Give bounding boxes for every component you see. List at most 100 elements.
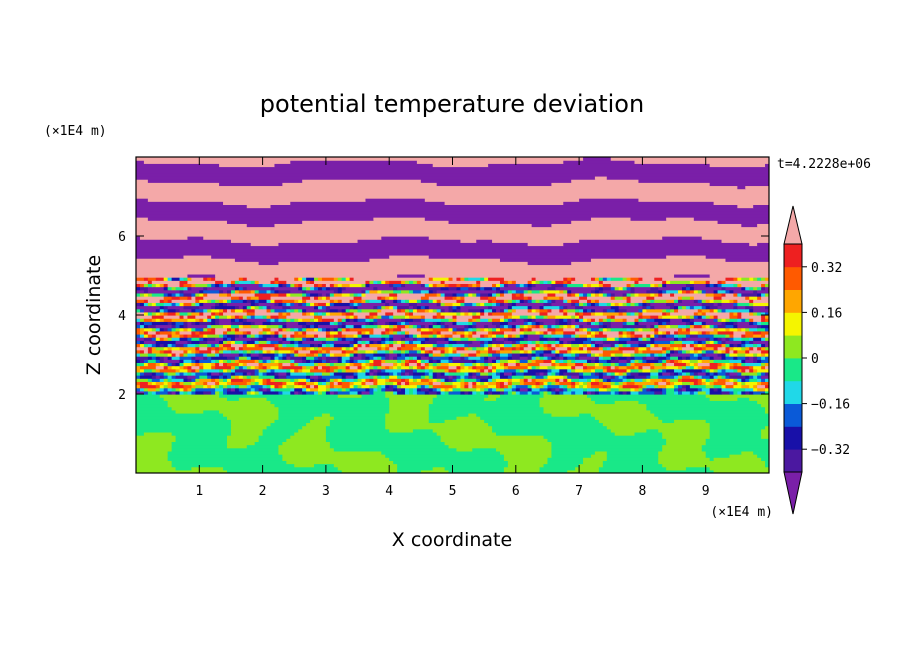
contour-cell	[594, 365, 604, 370]
contour-cell	[191, 337, 200, 341]
contour-cell	[136, 258, 236, 262]
contour-cell	[488, 356, 497, 360]
contour-cell	[725, 308, 750, 313]
contour-cell	[496, 289, 501, 294]
contour-cell	[357, 340, 363, 345]
contour-cell	[302, 318, 311, 322]
contour-cell	[226, 289, 232, 294]
contour-cell	[602, 362, 612, 367]
contour-cell	[270, 368, 276, 373]
contour-cell	[183, 286, 189, 291]
contour-cell	[187, 371, 192, 376]
contour-cell	[602, 292, 608, 297]
contour-cell	[270, 299, 276, 303]
contour-cell	[733, 321, 738, 326]
contour-cell	[765, 333, 769, 338]
contour-cell	[444, 292, 454, 297]
contour-cell	[678, 315, 683, 319]
contour-cell	[555, 330, 564, 335]
contour-cell	[472, 315, 481, 319]
contour-cell	[559, 359, 564, 363]
contour-cell	[507, 289, 513, 294]
contour-cell	[492, 292, 497, 297]
contour-cell	[761, 356, 766, 360]
contour-cell	[452, 375, 458, 379]
contour-cell	[199, 346, 208, 351]
contour-cell	[286, 280, 307, 284]
contour-cell	[547, 296, 560, 300]
colorbar-swatch	[784, 449, 802, 473]
contour-cell	[630, 333, 636, 338]
contour-cell	[638, 337, 643, 341]
contour-cell	[705, 450, 742, 455]
contour-cell	[456, 292, 465, 297]
contour-cell	[266, 397, 390, 401]
contour-cell	[476, 362, 481, 367]
contour-cell	[484, 346, 489, 351]
contour-cell	[420, 375, 426, 379]
contour-cell	[496, 343, 501, 348]
contour-cell	[136, 157, 584, 161]
contour-cell	[519, 333, 525, 338]
contour-cell	[571, 299, 580, 303]
contour-cell	[737, 352, 746, 357]
contour-cell	[583, 343, 588, 348]
contour-cell	[476, 365, 485, 370]
contour-cell	[341, 349, 347, 354]
contour-cell	[385, 375, 390, 379]
contour-cell	[674, 330, 679, 335]
contour-cell	[397, 346, 402, 351]
contour-cell	[685, 466, 711, 471]
contour-cell	[365, 352, 374, 357]
contour-cell	[254, 390, 260, 395]
contour-cell	[503, 308, 509, 313]
contour-cell	[472, 318, 477, 322]
contour-cell	[151, 356, 157, 360]
contour-cell	[705, 330, 711, 335]
contour-cell	[460, 239, 477, 243]
contour-cell	[575, 277, 592, 281]
contour-cell	[219, 343, 224, 348]
contour-cell	[547, 346, 553, 351]
contour-cell	[258, 368, 268, 373]
contour-cell	[211, 343, 216, 348]
contour-cell	[151, 375, 157, 379]
contour-cell	[397, 296, 422, 300]
contour-cell	[709, 362, 719, 367]
contour-cell	[270, 384, 276, 389]
contour-cell	[448, 359, 454, 363]
contour-cell	[460, 356, 465, 360]
contour-cell	[583, 460, 604, 465]
contour-cell	[745, 318, 750, 322]
contour-cell	[713, 469, 769, 473]
contour-cell	[187, 280, 216, 284]
contour-cell	[314, 346, 319, 351]
contour-cell	[717, 368, 723, 373]
contour-cell	[587, 349, 592, 354]
contour-cell	[195, 375, 200, 379]
contour-cell	[203, 236, 382, 240]
contour-cell	[187, 286, 192, 291]
contour-cell	[432, 315, 438, 319]
contour-cell	[329, 321, 335, 326]
contour-cell	[757, 324, 762, 329]
contour-cell	[559, 381, 572, 386]
contour-cell	[480, 356, 485, 360]
contour-cell	[499, 375, 509, 379]
contour-cell	[317, 324, 339, 329]
contour-cell	[242, 286, 248, 291]
contour-cell	[535, 299, 541, 303]
contour-cell	[507, 352, 513, 357]
contour-cell	[701, 321, 707, 326]
contour-cell	[365, 330, 371, 335]
contour-cell	[219, 362, 224, 367]
contour-cell	[666, 352, 671, 357]
contour-cell	[630, 217, 667, 221]
contour-cell	[187, 365, 192, 370]
contour-cell	[377, 324, 382, 329]
contour-cell	[420, 365, 426, 370]
contour-cell	[333, 362, 347, 367]
contour-cell	[175, 466, 192, 471]
contour-cell	[527, 318, 533, 322]
